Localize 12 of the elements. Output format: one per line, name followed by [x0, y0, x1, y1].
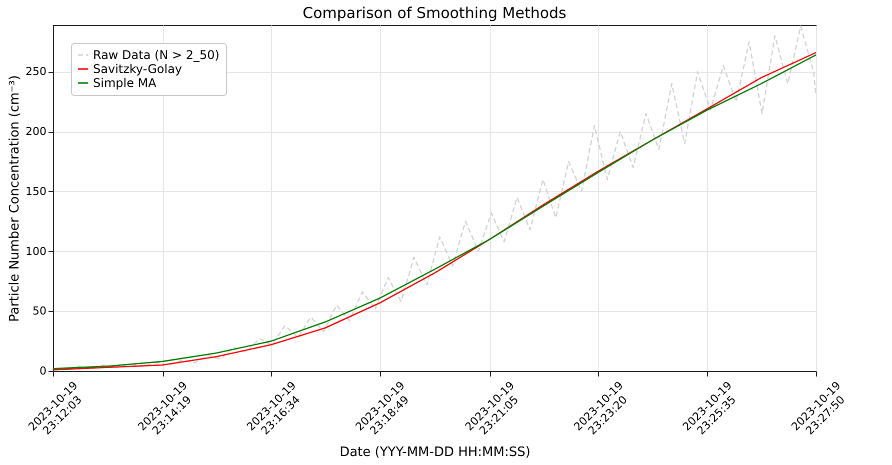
legend-label: Savitzky-Golay	[93, 62, 182, 76]
legend-label: Raw Data (N > 2_50)	[93, 48, 220, 62]
y-tick-label: 0	[40, 364, 46, 378]
legend-label: Simple MA	[93, 76, 158, 90]
x-axis-title: Date (YYY-MM-DD HH:MM:SS)	[340, 444, 530, 460]
y-tick-label: 100	[26, 244, 46, 258]
y-axis-title: Particle Number Concentration (cm⁻³)	[8, 75, 23, 322]
y-tick-label: 50	[32, 304, 46, 318]
y-tick-label: 250	[26, 65, 46, 78]
chart-title: Comparison of Smoothing Methods	[302, 4, 567, 22]
y-tick-label: 150	[26, 184, 46, 198]
y-tick-label: 200	[26, 125, 46, 138]
